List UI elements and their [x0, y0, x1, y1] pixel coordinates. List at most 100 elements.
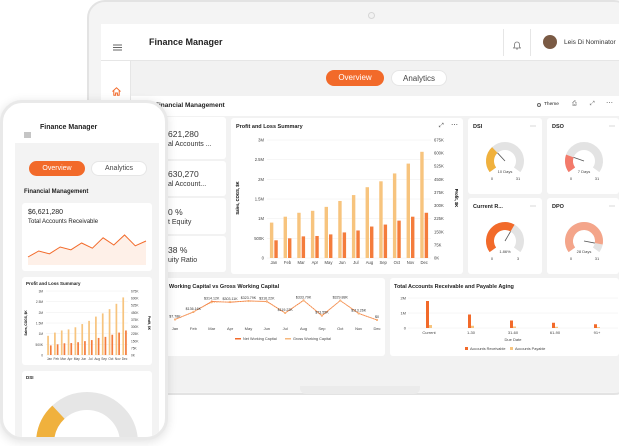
bar: [370, 226, 374, 258]
point: [320, 314, 323, 317]
x-tick-label: Mar: [208, 326, 216, 331]
kpi-value: 630,270: [168, 169, 199, 179]
more-icon[interactable]: ⋯: [451, 122, 458, 129]
x-tick-label: Oct: [394, 260, 401, 265]
data-label: $314.12K: [204, 297, 220, 301]
tab-analytics[interactable]: Analytics: [391, 70, 447, 86]
gauge-needle: [583, 240, 595, 244]
x-tick-label: Feb: [284, 260, 292, 265]
more-icon: ⋯: [530, 124, 536, 130]
bar: [90, 340, 93, 355]
y-tick-label: 500K: [36, 343, 44, 347]
phone-app-title: Finance Manager: [40, 124, 98, 131]
kpi-value: 621,280: [168, 128, 199, 139]
phone-tab-overview[interactable]: Overview: [29, 161, 85, 176]
hamburger-icon[interactable]: [113, 38, 122, 56]
bar: [49, 345, 52, 355]
x-tick-label: May: [74, 357, 80, 361]
user-name[interactable]: Leis Di Nominator: [564, 39, 616, 46]
x-tick-label: Dec: [373, 326, 380, 331]
x-tick-label: Feb: [54, 357, 60, 361]
kpi-value: 0 %: [168, 206, 183, 217]
bar: [338, 200, 342, 258]
y-axis-label: Sales, COGS, $K: [24, 310, 28, 336]
gauge-min: 0: [491, 176, 494, 181]
x-tick-label: 61-90: [550, 330, 561, 335]
x-tick-label: Nov: [407, 260, 415, 265]
bar: [108, 309, 111, 355]
y2-tick-label: 150K: [131, 339, 139, 343]
y2-tick-label: 675K: [434, 138, 444, 143]
gauge-fill: [486, 147, 498, 173]
gauge-fill: [36, 405, 65, 437]
kpi-label: al Accounts ...: [168, 140, 212, 148]
bar: [424, 212, 429, 258]
working-capital-card: Working Capital vs Gross Working Capital…: [145, 278, 385, 356]
y2-tick-label: 300K: [434, 203, 444, 208]
bar: [510, 320, 513, 328]
point: [357, 312, 360, 315]
gauge-min: 0: [491, 256, 494, 261]
y-tick-label: 0: [41, 354, 43, 358]
bar: [471, 325, 474, 328]
theme-label[interactable]: Theme: [544, 102, 559, 107]
bar: [420, 151, 424, 258]
section-title: Financial Management: [155, 102, 225, 109]
y2-tick-label: 450K: [131, 311, 139, 315]
gauge-title: DPO: [552, 204, 565, 210]
y2-tick-label: 0K: [434, 256, 439, 261]
legend-swatch: [510, 347, 513, 350]
bar: [60, 330, 63, 355]
print-icon[interactable]: ⎙: [572, 101, 577, 107]
bar: [269, 222, 274, 258]
area: [28, 235, 146, 265]
data-label: $329.88K: [333, 296, 349, 300]
working-capital-chart: $7.78K$136.16K$314.12K $303.11K $323.79K $3…: [169, 295, 380, 341]
expand-icon[interactable]: ⤢: [439, 123, 444, 129]
hamburger-icon[interactable]: [24, 125, 31, 143]
bar: [56, 344, 59, 355]
legend-label: Accounts Payable: [515, 347, 545, 351]
theme-icon[interactable]: [537, 103, 541, 107]
aging-chart: 2M 1M 0 Current 1-30 31-60 61-90 91+ Due Date Acc…: [400, 296, 618, 351]
gauge-value: 28 Days: [577, 249, 592, 254]
phone-profit-loss-card: Profit and Loss Summary 3M 2.5M 2M 1.5M 1M 50…: [22, 277, 152, 365]
phone-screen: Finance Manager Overview Analytics Finan…: [15, 113, 159, 437]
gauge-track: [36, 392, 138, 437]
aging-card: Total Accounts Receivable and Payable Ag…: [390, 278, 619, 356]
phone-profit-loss-title: Profit and Loss Summary: [26, 281, 81, 286]
bar: [351, 195, 356, 258]
tab-overview[interactable]: Overview: [326, 70, 384, 86]
x-tick-label: Aug: [300, 326, 307, 331]
avatar[interactable]: [543, 35, 557, 49]
gauge-max: 31: [595, 176, 600, 181]
y-tick-label: 3M: [258, 138, 264, 143]
gauge-card-dpo: DPO ⋯ 28 Days 0 31: [547, 198, 619, 274]
bar: [383, 224, 388, 258]
more-icon[interactable]: ⋯: [606, 100, 613, 107]
y2-tick-label: 150K: [434, 229, 444, 234]
phone-kpi-card[interactable]: $6,621,280 Total Accounts Receivable: [22, 203, 152, 271]
expand-icon[interactable]: ⤢: [590, 101, 595, 107]
phone-frame: Finance Manager Overview Analytics Finan…: [0, 100, 168, 440]
x-tick-label: Current: [422, 330, 436, 335]
profit-loss-title: Profit and Loss Summary: [236, 124, 303, 130]
y-tick-label: 2.5M: [36, 300, 43, 304]
bar: [310, 210, 315, 258]
point: [284, 311, 287, 314]
kpi-value: 38 %: [168, 244, 188, 255]
y-tick-label: 500K: [254, 236, 264, 241]
y2-tick-label: 675K: [131, 290, 139, 294]
y2-tick-label: 600K: [434, 151, 444, 156]
gauge-title: DSI: [473, 124, 483, 130]
x-tick-label: 31-60: [508, 330, 519, 335]
phone-tab-analytics[interactable]: Analytics: [91, 161, 147, 176]
x-tick-label: Sep: [101, 357, 107, 361]
y-tick-label: 1.5M: [36, 322, 43, 326]
bar: [288, 238, 292, 258]
bell-icon[interactable]: [512, 37, 522, 55]
data-label: $0: [375, 315, 379, 319]
profit-loss-chart: 3M 2.5M 2M 1.5M 1M 500K 0 675K 600K 525K 450K 375K 3…: [235, 138, 459, 266]
home-icon[interactable]: [112, 83, 121, 101]
x-tick-label: Jun: [81, 357, 86, 361]
